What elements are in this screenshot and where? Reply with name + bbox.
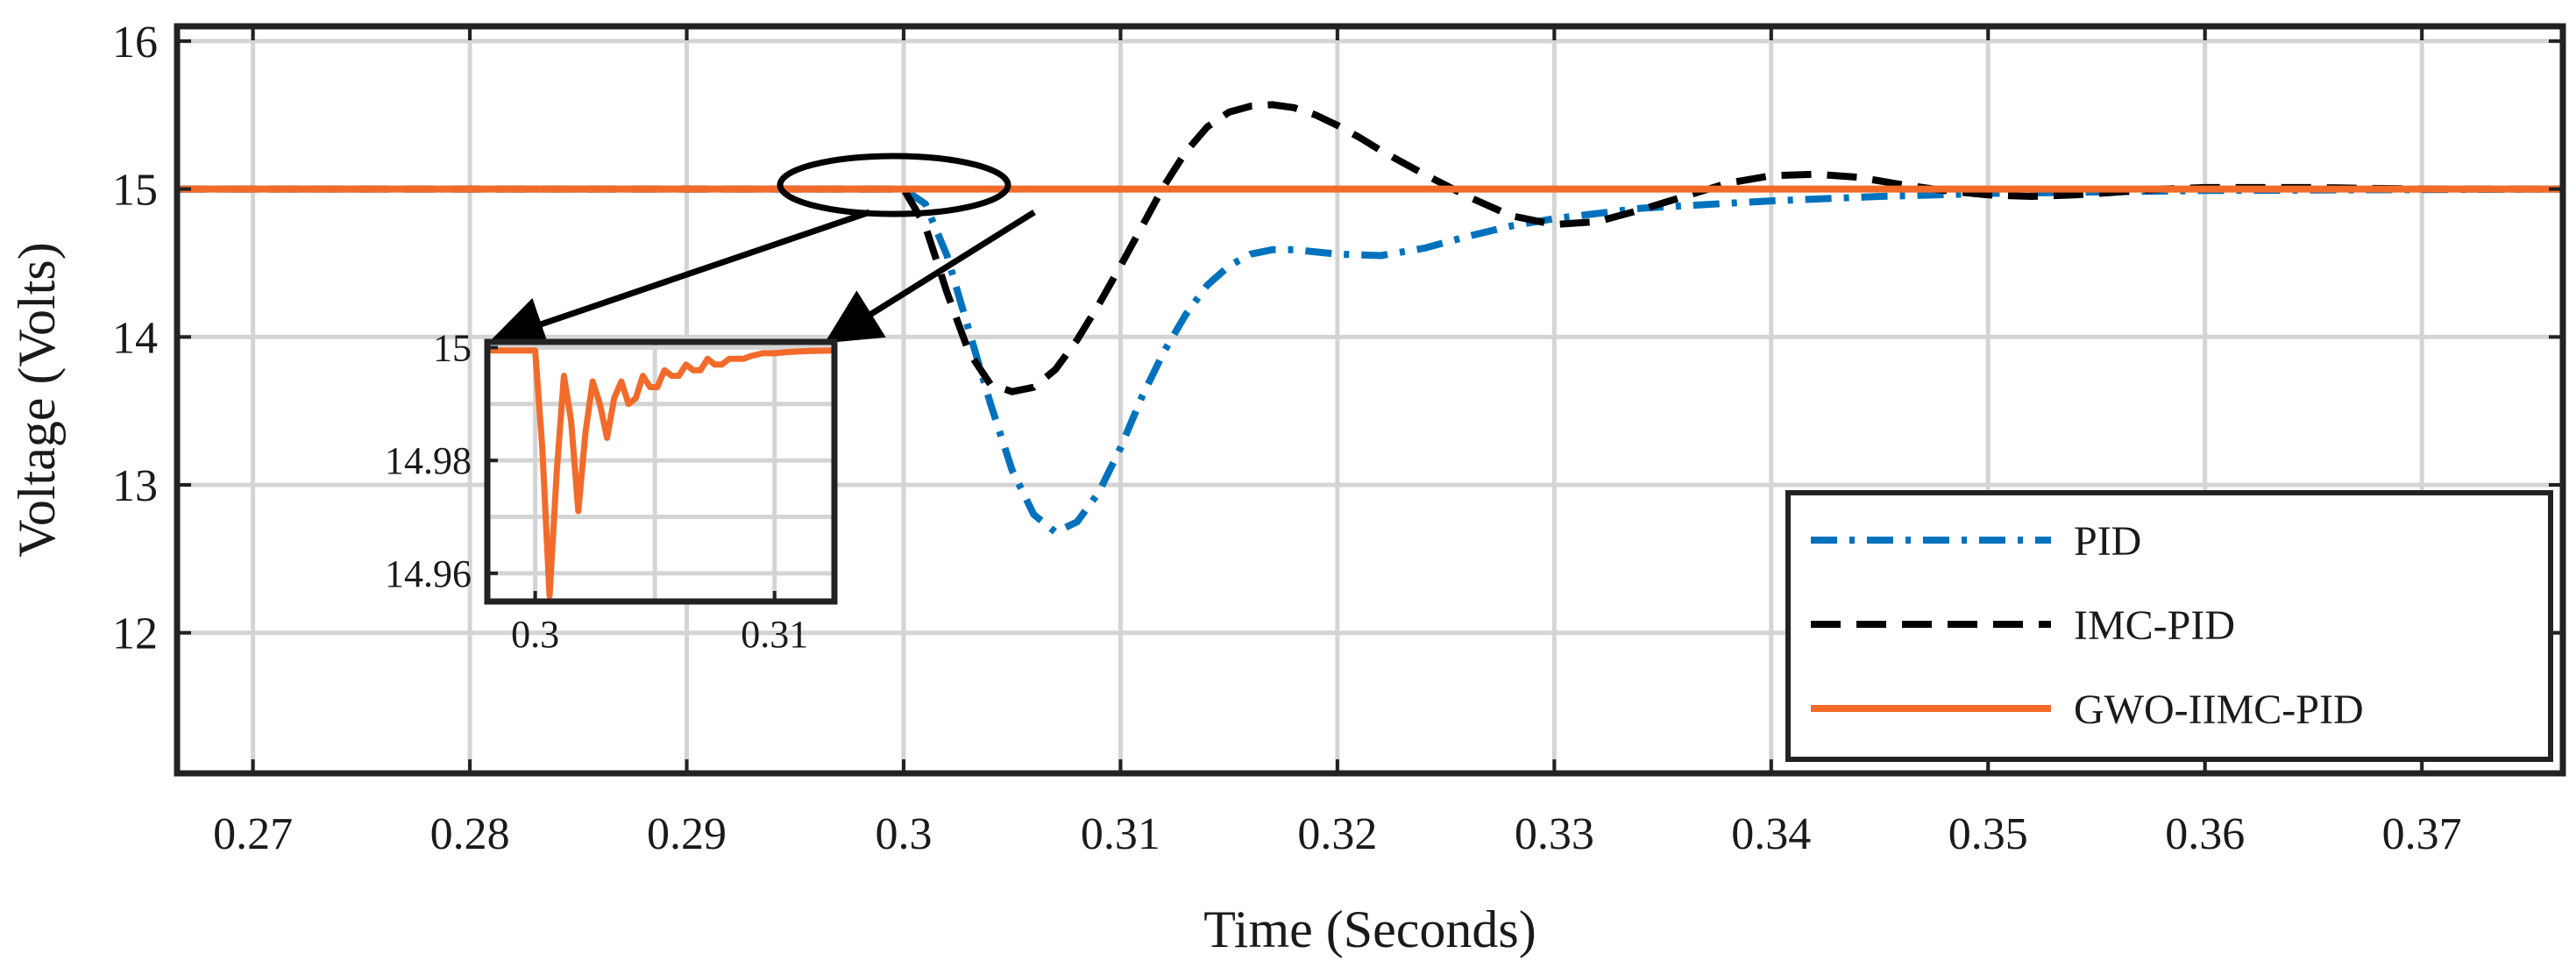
zoom-arrow-left xyxy=(489,209,871,351)
legend-items: PID IMC-PID GWO-IIMC-PID xyxy=(1811,518,2364,733)
y-tick-label: 15 xyxy=(112,166,158,216)
x-tick-label: 0.27 xyxy=(213,809,293,859)
x-tick-label: 0.31 xyxy=(1081,809,1160,859)
y-tick-label: 12 xyxy=(112,609,158,659)
x-tick-label: 0.3 xyxy=(875,809,932,859)
inset-series-line xyxy=(487,347,834,600)
axis-ticks: 0.27 0.28 0.29 0.3 0.31 0.32 0.33 0.34 0.35 0.36 0… xyxy=(112,18,2563,859)
series-line-pid xyxy=(177,185,2563,536)
inset-series-lines xyxy=(487,347,834,600)
inset-frame xyxy=(484,338,838,605)
inset-x-tick-label: 0.3 xyxy=(511,613,559,656)
legend-label: IMC-PID xyxy=(2074,602,2235,649)
x-tick-label: 0.29 xyxy=(647,809,727,859)
inset-y-tick-label: 14.96 xyxy=(385,552,472,595)
zoom-arrow-right xyxy=(824,210,1036,344)
inset-y-tick-label: 14.98 xyxy=(385,439,472,482)
legend: PID IMC-PID GWO-IIMC-PID xyxy=(1785,490,2553,762)
x-tick-label: 0.36 xyxy=(2165,809,2245,859)
inset-y-tick-label: 15 xyxy=(433,326,472,369)
y-tick-label: 13 xyxy=(112,461,158,511)
series-line-imc-pid xyxy=(177,101,2563,395)
x-tick-label: 0.34 xyxy=(1731,809,1811,859)
legend-label: GWO-IIMC-PID xyxy=(2074,687,2364,733)
x-tick-label: 0.28 xyxy=(430,809,510,859)
y-tick-label: 16 xyxy=(112,18,158,68)
x-tick-label: 0.37 xyxy=(2382,809,2462,859)
series-lines xyxy=(177,101,2563,536)
zoom-inset: 0.3 0.31 14.96 14.98 15 xyxy=(385,326,838,656)
x-tick-label: 0.32 xyxy=(1297,809,1377,859)
inset-ticks: 0.3 0.31 14.96 14.98 15 xyxy=(385,326,808,656)
legend-label: PID xyxy=(2074,518,2141,565)
zoom-ellipse xyxy=(777,153,1011,217)
x-tick-label: 0.35 xyxy=(1948,809,2028,859)
x-tick-label: 0.33 xyxy=(1515,809,1594,859)
y-axis-label: Voltage (Volts) xyxy=(8,242,66,557)
inset-x-tick-label: 0.31 xyxy=(741,613,808,656)
plot-frame xyxy=(174,23,2566,777)
y-tick-label: 14 xyxy=(112,313,158,363)
x-axis-label: Time (Seconds) xyxy=(1203,900,1536,958)
